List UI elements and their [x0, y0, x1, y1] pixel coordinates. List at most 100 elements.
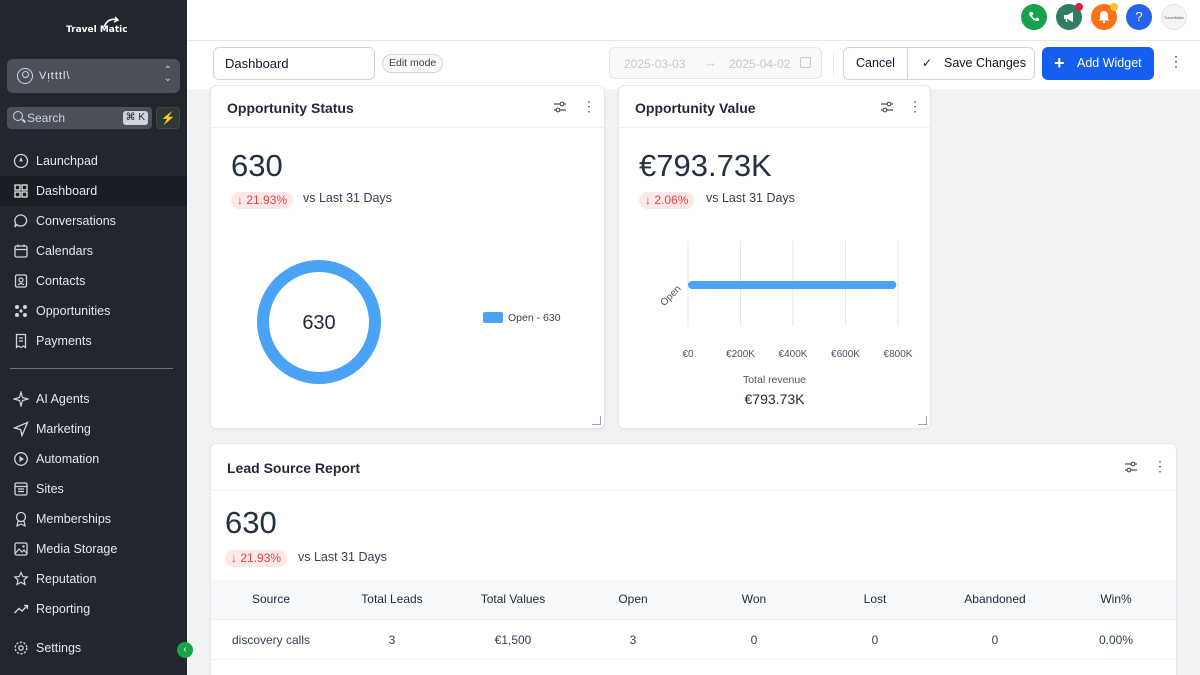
resize-handle[interactable] [918, 416, 927, 425]
column-header[interactable]: Lost [863, 592, 887, 606]
widget-header: Opportunity Status ⋮ [211, 86, 604, 128]
widget-title: Opportunity Status [227, 100, 354, 116]
widget-more-icon[interactable]: ⋮ [582, 98, 596, 114]
account-switcher[interactable]: Vᴉtttl\ ⌃ ⌄ [7, 59, 180, 93]
filter-icon[interactable] [1124, 461, 1138, 473]
date-start: 2025-03-03 [624, 57, 686, 71]
chevron-updown-icon: ⌃ ⌄ [163, 65, 172, 84]
column-header[interactable]: Open [618, 592, 648, 606]
image-icon [14, 542, 28, 556]
sidebar-item-ai-agents[interactable]: AI Agents [0, 384, 187, 414]
save-changes-button[interactable]: ✓ Save Changes [908, 48, 1036, 79]
legend-swatch [483, 312, 503, 323]
sidebar-item-reporting[interactable]: Reporting [0, 594, 187, 624]
delta-label: vs Last 31 Days [298, 550, 387, 564]
filter-icon[interactable] [553, 101, 567, 113]
donut-chart: 630 [257, 260, 381, 384]
widget-header: Lead Source Report ⋮ [211, 444, 1176, 491]
sidebar-divider [10, 368, 173, 369]
edit-mode-badge: Edit mode [382, 54, 444, 73]
sidebar-item-launchpad[interactable]: Launchpad [0, 146, 187, 176]
user-avatar[interactable]: TravelMatic [1161, 4, 1187, 30]
sidebar-item-reputation[interactable]: Reputation [0, 564, 187, 594]
resize-handle[interactable] [592, 416, 601, 425]
table-cell: discovery calls [231, 633, 311, 647]
search-shortcut: ⌘ K [122, 111, 148, 125]
x-tick-label: €800K [884, 349, 913, 360]
brand-logo[interactable]: Travel Matic [64, 16, 128, 38]
table-cell: 0 [991, 633, 999, 647]
delta-value: 2.06% [654, 193, 689, 207]
receipt-icon [15, 333, 27, 349]
opportunities-icon [15, 305, 27, 317]
calendar-icon [800, 57, 811, 68]
sidebar-item-sites[interactable]: Sites [0, 474, 187, 504]
sidebar-item-label: Calendars [36, 244, 93, 258]
table-row[interactable]: discovery calls 3 €1,500 3 0 0 0 0.00% [211, 621, 1176, 660]
metric-value: €793.73K [639, 148, 772, 183]
opportunity-status-widget: Opportunity Status ⋮ 630 ↓ 21.93% vs Las… [210, 85, 605, 429]
quick-action-button[interactable]: ⚡ [156, 107, 180, 129]
column-header[interactable]: Total Values [480, 592, 546, 606]
column-header[interactable]: Abandoned [964, 592, 1026, 606]
table-cell: 3 [388, 633, 396, 647]
sidebar-item-opportunities[interactable]: Opportunities [0, 296, 187, 326]
total-revenue-label: Total revenue [742, 374, 807, 386]
sites-icon [14, 482, 28, 496]
x-tick-label: €200K [726, 349, 755, 360]
sidebar-item-media-storage[interactable]: Media Storage [0, 534, 187, 564]
automation-icon [14, 452, 28, 466]
dashboard-name-input[interactable]: Dashboard [213, 47, 375, 80]
bar-chart: €0 €200K €400K €600K €800K Open [659, 241, 913, 360]
help-icon: ? [1135, 9, 1143, 24]
sidebar-item-contacts[interactable]: Contacts [0, 266, 187, 296]
phone-button[interactable] [1021, 4, 1047, 30]
sidebar: Travel Matic Vᴉtttl\ ⌃ ⌄ Search ⌘ K ⚡ Lau… [0, 0, 187, 675]
sidebar-item-label: Media Storage [36, 542, 118, 556]
sidebar-item-calendars[interactable]: Calendars [0, 236, 187, 266]
sidebar-item-label: Dashboard [36, 184, 98, 198]
sidebar-search[interactable]: Search ⌘ K [7, 107, 152, 129]
location-icon [17, 68, 33, 84]
sidebar-item-conversations[interactable]: Conversations [0, 206, 187, 236]
x-tick-label: €0 [682, 349, 694, 360]
sidebar-item-automation[interactable]: Automation [0, 444, 187, 474]
column-header[interactable]: Total Leads [361, 592, 423, 606]
filter-icon[interactable] [880, 101, 894, 113]
sidebar-item-marketing[interactable]: Marketing [0, 414, 187, 444]
calendar-icon [14, 244, 28, 258]
sidebar-item-label: Payments [36, 334, 92, 348]
notifications-button[interactable] [1091, 3, 1118, 30]
column-header[interactable]: Won [741, 592, 767, 606]
sidebar-item-label: AI Agents [36, 392, 90, 406]
sidebar-item-dashboard[interactable]: Dashboard [0, 176, 187, 206]
bar-open[interactable] [688, 281, 897, 289]
donut-center-value: 630 [302, 312, 335, 334]
column-header[interactable]: Source [251, 592, 291, 606]
sidebar-item-memberships[interactable]: Memberships [0, 504, 187, 534]
more-options-icon[interactable]: ⋮ [1169, 53, 1183, 69]
delta-badge: ↓ 21.93% [225, 550, 288, 567]
megaphone-icon [1063, 12, 1073, 23]
cancel-button[interactable]: Cancel [844, 48, 908, 79]
help-button[interactable]: ? [1126, 4, 1152, 30]
table-cell: 0 [750, 633, 758, 647]
widget-header: Opportunity Value ⋮ [619, 86, 930, 128]
column-header[interactable]: Win% [1100, 592, 1132, 606]
plus-icon: + [1054, 53, 1065, 73]
date-range-picker[interactable]: 2025-03-03 → 2025-04-02 [609, 47, 822, 79]
table-header: Source Total Leads Total Values Open Won… [211, 580, 1176, 620]
sidebar-item-payments[interactable]: Payments [0, 326, 187, 356]
widget-more-icon[interactable]: ⋮ [1153, 458, 1167, 474]
add-widget-button[interactable]: + Add Widget [1042, 47, 1154, 80]
sidebar-item-settings[interactable]: Settings [0, 633, 187, 663]
delta-value: 21.93% [246, 193, 288, 207]
sidebar-item-label: Marketing [36, 422, 91, 436]
widget-more-icon[interactable]: ⋮ [908, 98, 922, 114]
sidebar-collapse-button[interactable]: ‹ [177, 642, 193, 658]
donut-slice-open[interactable] [257, 260, 381, 384]
arrow-right-icon: → [704, 55, 717, 70]
announcements-button[interactable] [1056, 3, 1083, 30]
table-cell: 3 [629, 633, 637, 647]
grid-icon [14, 184, 28, 198]
